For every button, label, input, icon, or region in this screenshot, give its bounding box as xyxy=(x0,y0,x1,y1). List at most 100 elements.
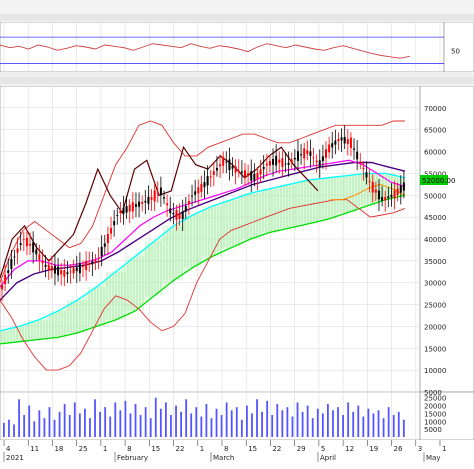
volume-bar xyxy=(352,411,355,437)
month-label: May xyxy=(426,454,440,462)
price-tick-label: 10000 xyxy=(424,367,446,375)
date-tick-label: 19 xyxy=(369,445,378,453)
volume-bar xyxy=(347,402,350,437)
price-bar xyxy=(325,149,327,158)
price-bar xyxy=(340,137,343,141)
price-bar xyxy=(402,182,405,191)
price-bar xyxy=(237,170,240,172)
price-bar xyxy=(362,167,365,169)
volume-bar xyxy=(165,402,167,437)
month-label: April xyxy=(320,454,336,462)
month-label: 2021 xyxy=(6,454,24,462)
volume-bar xyxy=(296,402,299,437)
volume-bar xyxy=(342,415,344,437)
price-bar xyxy=(303,148,306,159)
lagging-span-line xyxy=(0,145,319,279)
price-bar xyxy=(187,200,190,204)
price-bar xyxy=(4,274,7,284)
volume-axis-panel xyxy=(419,391,474,441)
price-bar xyxy=(119,210,122,214)
volume-bar xyxy=(382,418,385,437)
price-tick-label: 25000 xyxy=(424,302,446,310)
volume-bar xyxy=(58,411,61,437)
price-bar xyxy=(359,161,362,163)
date-tick-label: 22 xyxy=(272,445,281,453)
price-bar xyxy=(381,196,384,201)
price-bar xyxy=(19,243,22,245)
price-bar xyxy=(244,170,246,177)
price-bar xyxy=(393,190,396,199)
volume-bar xyxy=(170,415,172,437)
volume-bar xyxy=(271,415,274,437)
date-tick-label: 26 xyxy=(394,445,403,453)
price-bar xyxy=(225,161,228,163)
price-bar xyxy=(159,187,162,196)
price-tick-label: 45000 xyxy=(424,214,446,222)
price-bar xyxy=(29,243,32,246)
price-bar xyxy=(66,272,69,274)
price-bar xyxy=(172,212,175,215)
price-bar xyxy=(293,157,296,160)
price-bar xyxy=(103,243,106,247)
price-bar xyxy=(321,156,324,162)
volume-bar xyxy=(367,408,370,437)
price-bar xyxy=(100,246,103,257)
price-bar xyxy=(166,203,169,206)
price-tick-label: 65000 xyxy=(424,127,446,135)
volume-bar xyxy=(387,407,390,437)
volume-bar xyxy=(246,405,248,437)
date-tick-label: 1 xyxy=(103,445,107,453)
volume-bar xyxy=(78,413,81,437)
price-bar xyxy=(181,211,184,220)
volume-tick-label: 5000 xyxy=(424,426,442,434)
volume-bar xyxy=(154,397,157,437)
price-tick-label: 5000 xyxy=(424,389,442,397)
price-bar xyxy=(231,165,234,169)
volume-bar xyxy=(327,404,329,437)
volume-bar xyxy=(89,418,91,437)
price-bar xyxy=(178,213,181,219)
price-bar xyxy=(13,256,16,258)
price-bar xyxy=(69,271,72,273)
price-bar xyxy=(60,270,63,275)
window-scrollbar-top[interactable] xyxy=(0,14,474,21)
volume-bar xyxy=(306,405,309,437)
month-label: February xyxy=(117,454,148,462)
price-bar xyxy=(200,183,203,192)
grid-lines xyxy=(0,22,441,440)
price-bar xyxy=(334,140,337,145)
price-tick-label: 60000 xyxy=(424,149,446,157)
date-tick-label: 22 xyxy=(176,445,185,453)
volume-bar xyxy=(402,419,405,437)
price-bar xyxy=(110,228,113,234)
volume-bar xyxy=(397,411,400,437)
price-bar xyxy=(10,258,13,269)
price-bar xyxy=(209,176,212,178)
price-bar xyxy=(219,164,222,167)
volume-bar xyxy=(114,402,117,437)
window-scrollbar-mid[interactable] xyxy=(0,77,474,84)
bollinger-upper-line xyxy=(0,120,405,283)
volume-bar xyxy=(23,415,26,437)
volume-bar xyxy=(3,422,5,437)
date-tick-label: 5 xyxy=(321,445,325,453)
volume-bar xyxy=(129,413,132,437)
price-tick-labels: 70000 65000 60000 55000 50000 45000 40000 35000… xyxy=(424,105,446,397)
price-bar xyxy=(206,176,209,186)
price-tick-label: 70000 xyxy=(424,105,446,113)
price-bar xyxy=(169,208,172,214)
price-bar xyxy=(72,267,75,274)
price-bar xyxy=(240,171,243,173)
price-bar xyxy=(374,189,377,193)
month-label: March xyxy=(213,454,234,462)
price-badge-bg xyxy=(420,175,448,185)
volume-bar xyxy=(18,399,20,437)
price-bar xyxy=(35,249,38,255)
price-bar xyxy=(22,239,25,241)
volume-bar xyxy=(68,415,71,437)
volume-bar xyxy=(190,413,193,437)
volume-bar xyxy=(276,404,279,437)
price-bar xyxy=(153,190,156,202)
